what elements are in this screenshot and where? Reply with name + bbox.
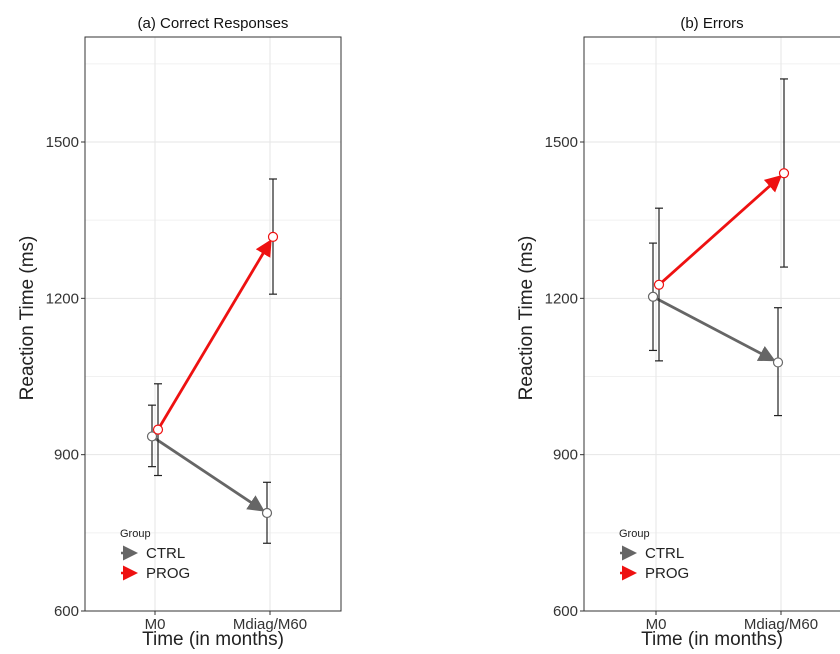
plot-frame	[84, 36, 342, 612]
legend-title: Group	[619, 528, 650, 540]
series-line-ctrl	[652, 295, 776, 362]
plot-frame	[583, 36, 840, 612]
y-tick-label: 600	[553, 603, 578, 620]
panel-correct-responses: (a) Correct Responses Reaction Time (ms)…	[17, 15, 342, 650]
chart-title: (b) Errors	[680, 15, 743, 32]
panel-errors: (b) Errors Reaction Time (ms) Time (in m…	[516, 15, 840, 650]
x-tick-label: M0	[145, 616, 166, 633]
data-point-ctrl	[772, 357, 784, 368]
series-line-prog	[658, 175, 783, 286]
legend-label: CTRL	[146, 545, 185, 562]
chart-title: (a) Correct Responses	[138, 15, 289, 32]
legend-label: PROG	[146, 565, 190, 582]
data-point-prog	[152, 424, 164, 435]
legend-title: Group	[120, 528, 151, 540]
data-point-ctrl	[647, 291, 659, 302]
data-point-ctrl	[146, 431, 158, 442]
x-axis-label: Time (in months)	[641, 629, 783, 650]
legend-item-prog: PROG	[121, 565, 190, 582]
y-tick-label: 1500	[545, 134, 578, 151]
x-tick-label: M0	[646, 616, 667, 633]
series-line-ctrl	[151, 435, 265, 512]
y-tick-label: 1500	[46, 134, 79, 151]
x-axis-label: Time (in months)	[142, 629, 284, 650]
legend-item-ctrl: CTRL	[620, 545, 684, 562]
y-tick-label: 600	[54, 603, 79, 620]
legend-item-ctrl: CTRL	[121, 545, 185, 562]
series-line-prog	[156, 239, 272, 431]
y-tick-label: 900	[54, 447, 79, 464]
x-tick-label: Mdiag/M60	[233, 616, 307, 633]
legend-item-prog: PROG	[620, 565, 689, 582]
legend-label: CTRL	[645, 545, 684, 562]
data-point-prog	[778, 168, 790, 179]
y-axis-label: Reaction Time (ms)	[516, 236, 537, 401]
y-tick-label: 1200	[545, 290, 578, 307]
y-axis-label: Reaction Time (ms)	[17, 236, 38, 401]
x-tick-label: Mdiag/M60	[744, 616, 818, 633]
data-point-prog	[267, 231, 279, 242]
y-tick-label: 1200	[46, 290, 79, 307]
legend-label: PROG	[645, 565, 689, 582]
y-tick-label: 900	[553, 447, 578, 464]
data-point-ctrl	[261, 507, 273, 519]
data-point-prog	[653, 279, 665, 290]
